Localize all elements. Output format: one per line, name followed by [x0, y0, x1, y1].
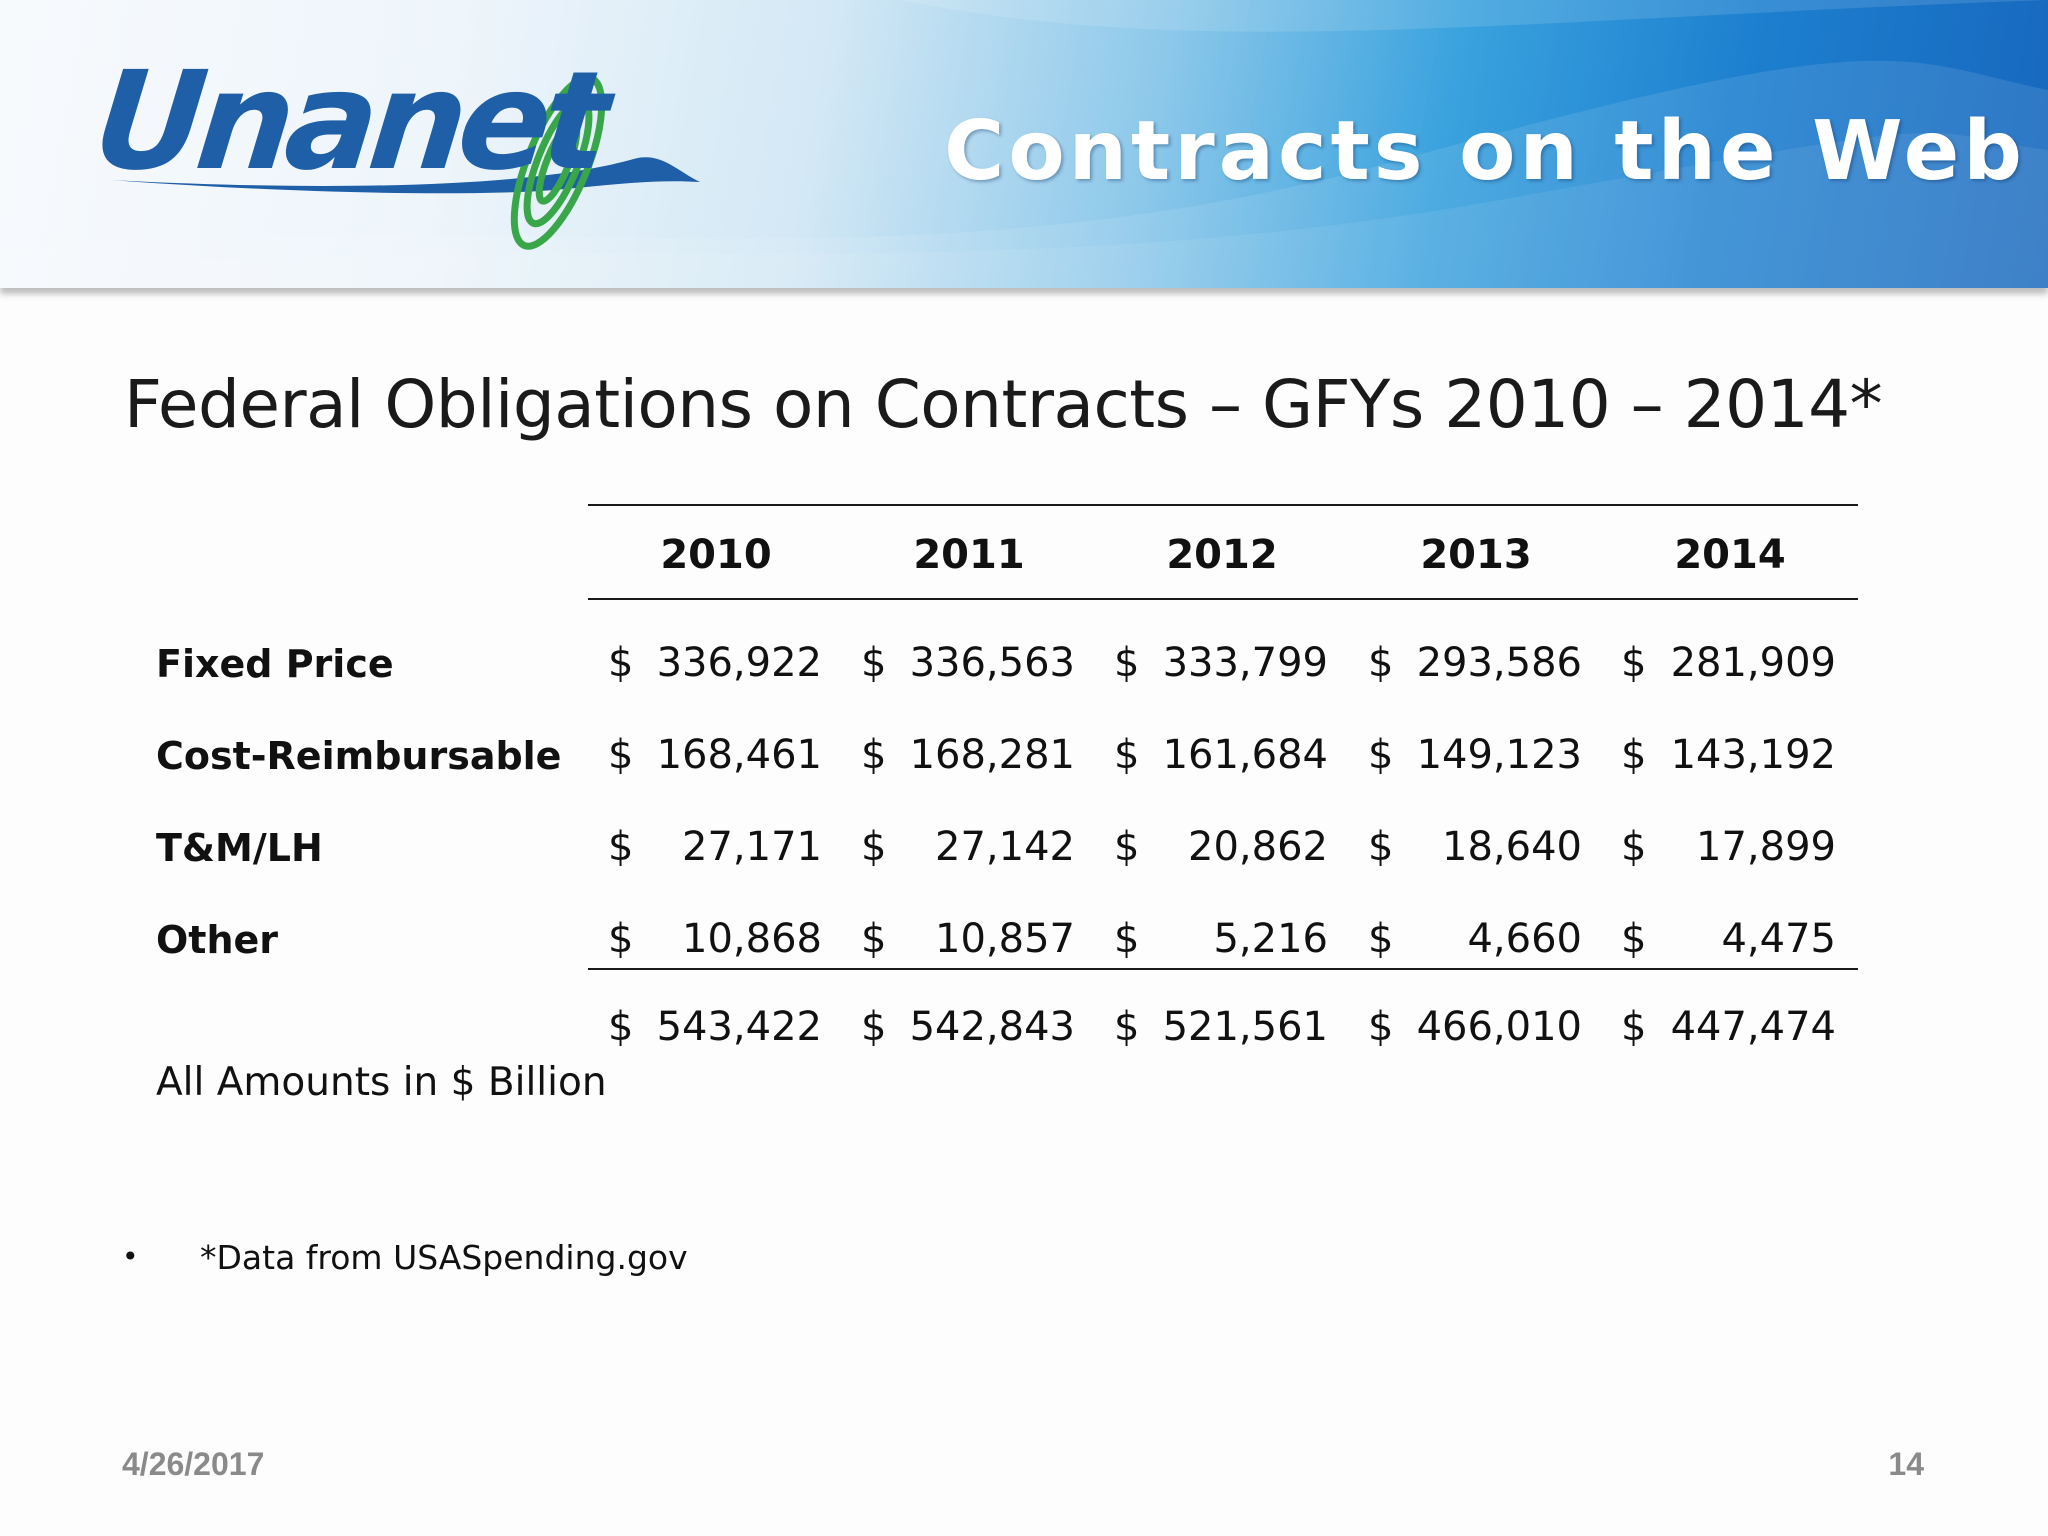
column-header-year: 2012: [1166, 532, 1278, 578]
currency-symbol: $: [608, 732, 634, 778]
currency-symbol: $: [1368, 916, 1394, 962]
table-cell: 10,868: [682, 916, 822, 962]
table-cell: 4,475: [1721, 916, 1836, 962]
currency-symbol: $: [1114, 916, 1140, 962]
currency-symbol: $: [1621, 1004, 1647, 1050]
table-cell: 168,461: [656, 732, 822, 778]
column-header-year: 2013: [1420, 532, 1532, 578]
table-cell: 17,899: [1696, 824, 1836, 870]
units-note: All Amounts in $ Billion: [156, 1060, 607, 1105]
currency-symbol: $: [861, 1004, 887, 1050]
table-cell: 336,922: [656, 640, 822, 686]
total-cell: 447,474: [1670, 1004, 1836, 1050]
currency-symbol: $: [1114, 640, 1140, 686]
column-header-year: 2014: [1674, 532, 1786, 578]
table-cell: 161,684: [1162, 732, 1328, 778]
table-cell: 149,123: [1416, 732, 1582, 778]
currency-symbol: $: [861, 824, 887, 870]
currency-symbol: $: [861, 916, 887, 962]
total-cell: 542,843: [909, 1004, 1075, 1050]
currency-symbol: $: [1114, 732, 1140, 778]
source-note: *Data from USASpending.gov: [200, 1238, 688, 1277]
page-number: 14: [1888, 1446, 1924, 1482]
footer-date: 4/26/2017: [122, 1446, 265, 1482]
currency-symbol: $: [861, 732, 887, 778]
table-cell: 336,563: [909, 640, 1075, 686]
total-cell: 466,010: [1416, 1004, 1582, 1050]
table-cell: 27,171: [682, 824, 822, 870]
total-cell: 521,561: [1162, 1004, 1328, 1050]
table-cell: 4,660: [1467, 916, 1582, 962]
bullet-marker: •: [122, 1240, 139, 1273]
table-cell: 333,799: [1162, 640, 1328, 686]
unanet-logo: Unanet: [100, 42, 700, 250]
svg-text:Unanet: Unanet: [100, 42, 622, 201]
currency-symbol: $: [608, 824, 634, 870]
slide-title: Federal Obligations on Contracts – GFYs …: [124, 366, 1883, 443]
column-header-year: 2011: [913, 532, 1025, 578]
row-label: T&M/LH: [156, 826, 323, 870]
currency-symbol: $: [1621, 916, 1647, 962]
currency-symbol: $: [608, 640, 634, 686]
currency-symbol: $: [861, 640, 887, 686]
row-label: Fixed Price: [156, 642, 394, 686]
currency-symbol: $: [1621, 732, 1647, 778]
row-label: Cost-Reimbursable: [156, 734, 562, 778]
column-header-year: 2010: [660, 532, 772, 578]
table-cell: 20,862: [1188, 824, 1328, 870]
currency-symbol: $: [608, 916, 634, 962]
currency-symbol: $: [1114, 824, 1140, 870]
table-totals-rule: [588, 968, 1858, 970]
currency-symbol: $: [1114, 1004, 1140, 1050]
table-cell: 281,909: [1670, 640, 1836, 686]
currency-symbol: $: [1621, 640, 1647, 686]
banner-title: Contracts on the Web: [944, 104, 2026, 199]
currency-symbol: $: [1368, 640, 1394, 686]
table-cell: 293,586: [1416, 640, 1582, 686]
currency-symbol: $: [1368, 732, 1394, 778]
row-label: Other: [156, 918, 279, 962]
table-header-rule: [588, 598, 1858, 600]
total-cell: 543,422: [656, 1004, 822, 1050]
table-top-rule: [588, 504, 1858, 506]
currency-symbol: $: [1368, 1004, 1394, 1050]
table-cell: 27,142: [935, 824, 1075, 870]
header-banner: Unanet Contracts on the Web: [0, 0, 2048, 288]
table-cell: 10,857: [935, 916, 1075, 962]
table-cell: 168,281: [909, 732, 1075, 778]
table-cell: 18,640: [1442, 824, 1582, 870]
currency-symbol: $: [1621, 824, 1647, 870]
banner-wave-decoration: [0, 0, 2048, 288]
table-cell: 5,216: [1213, 916, 1328, 962]
currency-symbol: $: [1368, 824, 1394, 870]
table-cell: 143,192: [1670, 732, 1836, 778]
currency-symbol: $: [608, 1004, 634, 1050]
